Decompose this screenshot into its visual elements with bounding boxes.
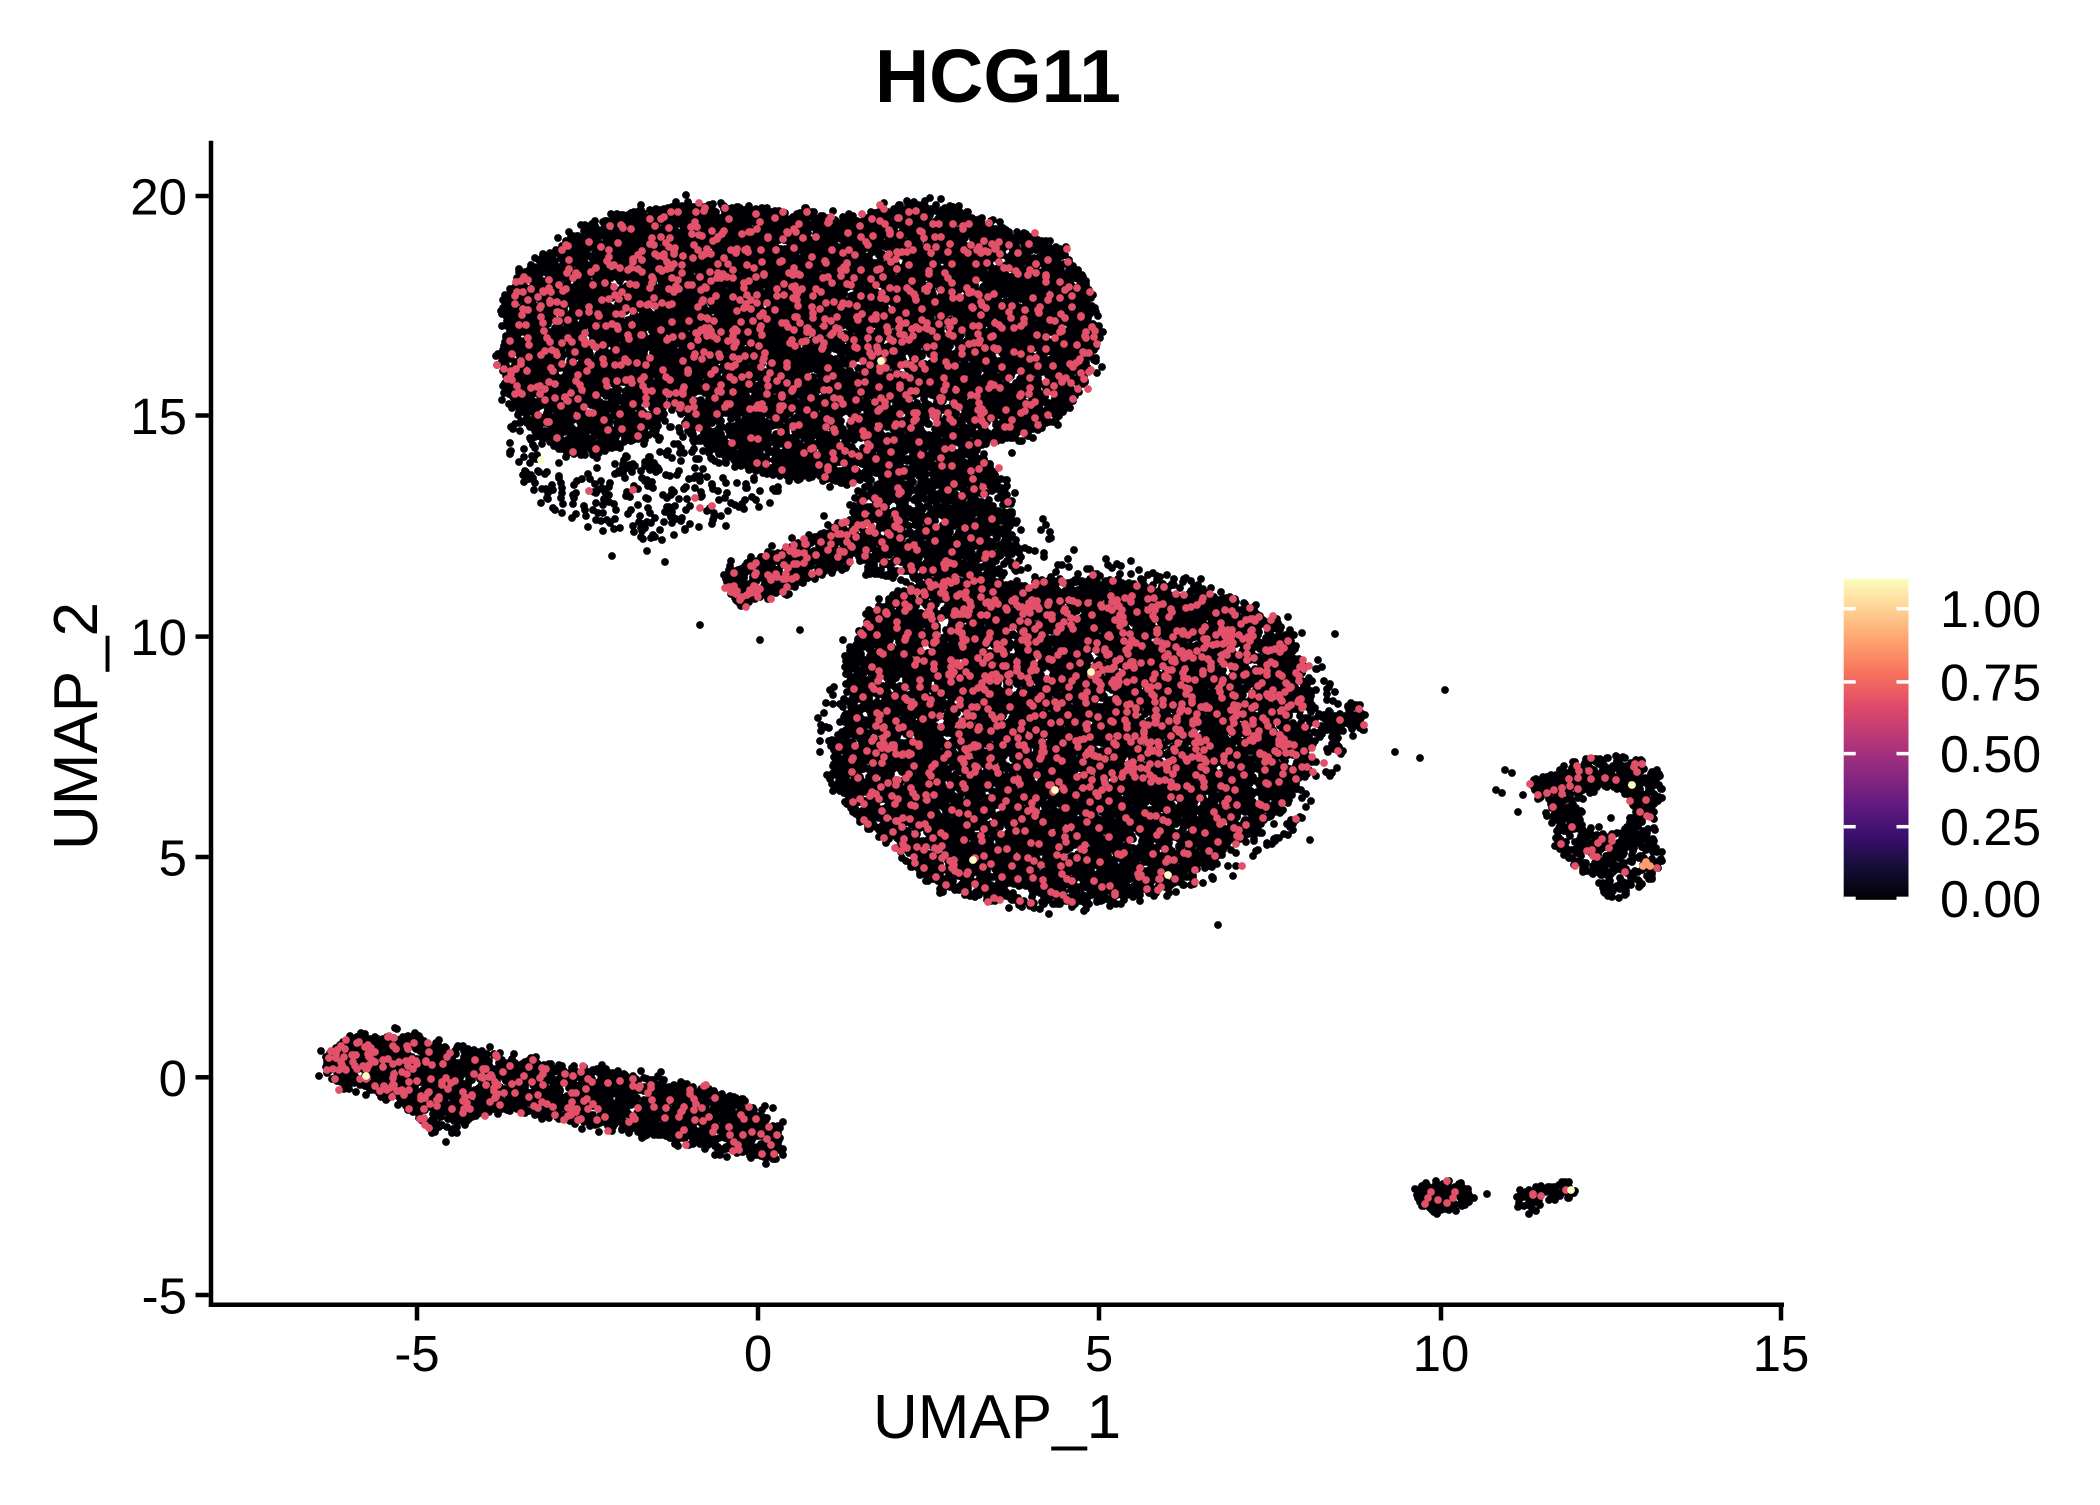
svg-text:20: 20 [130,169,187,226]
svg-text:5: 5 [159,830,187,887]
svg-text:0: 0 [159,1050,187,1107]
svg-text:UMAP_2: UMAP_2 [42,602,111,850]
svg-text:UMAP_1: UMAP_1 [873,1383,1121,1452]
svg-text:0.00: 0.00 [1940,871,2041,929]
svg-text:0.25: 0.25 [1940,799,2041,857]
svg-text:10: 10 [1413,1325,1470,1382]
svg-text:15: 15 [130,388,187,445]
svg-text:0.75: 0.75 [1940,654,2041,712]
svg-text:0: 0 [744,1325,772,1382]
svg-text:-5: -5 [394,1325,439,1382]
svg-text:0.50: 0.50 [1940,726,2041,784]
svg-text:HCG11: HCG11 [875,34,1121,118]
svg-text:10: 10 [130,609,187,666]
svg-text:15: 15 [1753,1325,1810,1382]
svg-text:1.00: 1.00 [1940,581,2041,639]
svg-text:-5: -5 [142,1268,187,1325]
svg-text:5: 5 [1085,1325,1113,1382]
